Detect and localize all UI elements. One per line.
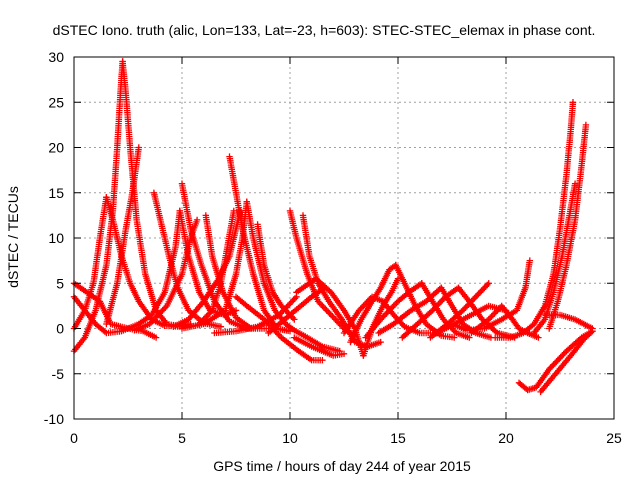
data-points <box>492 99 577 341</box>
series <box>286 207 358 339</box>
series <box>170 207 244 330</box>
series <box>265 284 328 337</box>
data-points <box>468 302 516 337</box>
series <box>375 284 445 337</box>
data-points <box>131 216 201 334</box>
data-points <box>170 207 244 330</box>
data-points <box>178 198 250 332</box>
x-tick-label: 10 <box>282 430 298 446</box>
data-points <box>340 293 387 337</box>
y-axis-label: dSTEC / TECUs <box>5 186 21 288</box>
y-tick-label: 0 <box>56 321 64 337</box>
y-tick-label: 5 <box>56 275 64 291</box>
series <box>492 99 577 341</box>
y-tick-label: 10 <box>48 230 64 246</box>
y-tick-label: 15 <box>48 185 64 201</box>
axes: 0 5 10 15 20 25 -10 -5 0 5 10 15 20 25 30 <box>44 49 622 446</box>
series <box>340 293 387 337</box>
data-points <box>243 198 343 355</box>
data-points <box>286 207 358 339</box>
series <box>541 311 596 332</box>
series <box>131 216 201 334</box>
series <box>291 334 348 359</box>
chart-title: dSTEC Iono. truth (alic, Lon=133, Lat=-2… <box>53 22 596 38</box>
series <box>243 198 343 355</box>
series <box>530 180 579 337</box>
data-points <box>291 334 348 359</box>
series <box>178 198 250 332</box>
series <box>379 298 441 337</box>
data-points <box>546 121 590 332</box>
y-tick-label: 20 <box>48 140 64 156</box>
grid <box>74 57 614 419</box>
series <box>399 284 462 341</box>
data-points <box>399 284 462 341</box>
x-tick-label: 25 <box>606 430 622 446</box>
series <box>468 302 516 337</box>
y-tick-label: 30 <box>48 49 64 65</box>
data-points <box>379 298 441 337</box>
data-points <box>103 144 142 328</box>
series <box>103 144 142 328</box>
x-tick-label: 20 <box>498 430 514 446</box>
series <box>438 284 495 341</box>
data-points <box>541 311 596 332</box>
series-layer <box>70 58 596 396</box>
x-tick-label: 15 <box>390 430 406 446</box>
data-points <box>530 180 579 337</box>
x-tick-label: 0 <box>70 430 78 446</box>
y-tick-label: 25 <box>48 94 64 110</box>
series <box>546 121 590 332</box>
data-points <box>537 328 596 396</box>
x-axis-label: GPS time / hours of day 244 of year 2015 <box>213 458 471 474</box>
data-points <box>265 284 328 337</box>
x-tick-label: 5 <box>178 430 186 446</box>
data-points <box>438 284 495 341</box>
data-points <box>375 284 445 337</box>
data-points <box>254 221 298 323</box>
series <box>254 221 298 323</box>
y-tick-label: -10 <box>44 411 64 427</box>
series <box>537 328 596 396</box>
y-tick-label: -5 <box>52 366 65 382</box>
